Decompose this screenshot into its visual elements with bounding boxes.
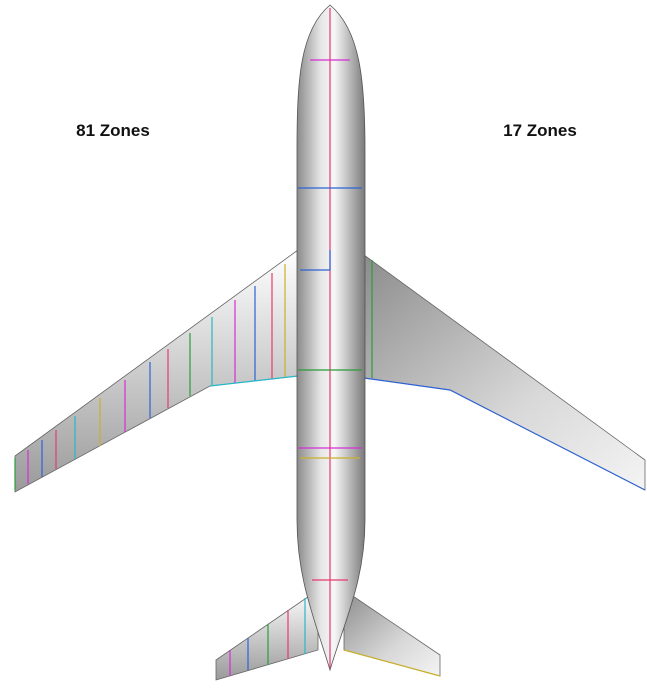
right-tail — [344, 590, 440, 676]
left-wing — [15, 250, 298, 492]
airplane-diagram: 81 Zones 17 Zones — [0, 0, 647, 693]
right-label: 17 Zones — [503, 121, 577, 140]
right-wing — [364, 255, 645, 490]
left-tail — [216, 590, 318, 680]
left-label: 81 Zones — [76, 121, 150, 140]
fuselage — [297, 5, 365, 670]
